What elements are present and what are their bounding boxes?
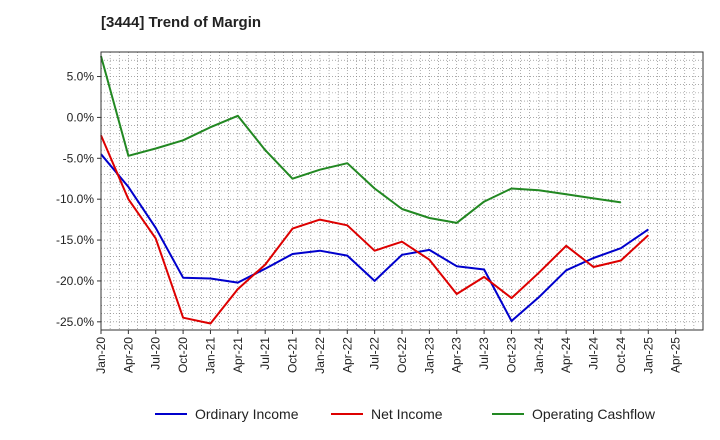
legend-label-ordinary-income: Ordinary Income bbox=[195, 406, 299, 422]
x-tick-label: Jan-20 bbox=[94, 337, 108, 374]
x-tick-label: Jan-24 bbox=[532, 337, 546, 374]
y-tick-label: 0.0% bbox=[67, 110, 95, 124]
x-tick-label: Apr-23 bbox=[450, 337, 464, 373]
y-tick-label: -25.0% bbox=[56, 315, 94, 329]
chart-title: [3444] Trend of Margin bbox=[101, 14, 262, 31]
series-line-net-income bbox=[100, 135, 649, 325]
series-lines bbox=[100, 55, 649, 325]
legend-label-operating-cashflow: Operating Cashflow bbox=[532, 406, 656, 422]
grid-lines bbox=[101, 52, 703, 330]
x-tick-label: Oct-24 bbox=[614, 337, 628, 373]
series-line-operating-cashflow bbox=[100, 55, 622, 224]
y-tick-label: -10.0% bbox=[56, 192, 94, 206]
y-tick-label: -5.0% bbox=[63, 151, 95, 165]
x-tick-label: Jan-23 bbox=[422, 337, 436, 374]
x-tick-label: Apr-22 bbox=[340, 337, 354, 373]
x-tick-label: Jul-21 bbox=[258, 337, 272, 370]
y-tick-label: -15.0% bbox=[56, 233, 94, 247]
x-tick-label: Oct-22 bbox=[395, 337, 409, 373]
x-tick-label: Jan-25 bbox=[641, 337, 655, 374]
x-tick-label: Apr-25 bbox=[669, 337, 683, 373]
series-line-ordinary-income bbox=[100, 153, 649, 322]
x-tick-label: Apr-24 bbox=[559, 337, 573, 373]
x-tick-label: Jul-23 bbox=[477, 337, 491, 370]
y-tick-label: 5.0% bbox=[67, 70, 95, 84]
x-tick-label: Jul-24 bbox=[587, 337, 601, 370]
x-axis-ticks: Jan-20 Apr-20 Jul-20 Oct-20 Jan-21 Apr-21 Jul-… bbox=[94, 330, 683, 374]
x-tick-label: Jan-22 bbox=[313, 337, 327, 374]
legend: Ordinary Income Net Income Operating Cashf… bbox=[155, 406, 656, 422]
x-tick-label: Apr-21 bbox=[231, 337, 245, 373]
y-axis-ticks: 5.0% 0.0% -5.0% -10.0% -15.0% -20.0% -25.0% bbox=[56, 70, 101, 329]
x-tick-label: Jul-22 bbox=[368, 337, 382, 370]
x-tick-label: Jul-20 bbox=[149, 337, 163, 370]
legend-label-net-income: Net Income bbox=[371, 406, 443, 422]
x-tick-label: Oct-20 bbox=[176, 337, 190, 373]
x-tick-label: Jan-21 bbox=[203, 337, 217, 374]
x-tick-label: Apr-20 bbox=[121, 337, 135, 373]
y-tick-label: -20.0% bbox=[56, 274, 94, 288]
x-tick-label: Oct-21 bbox=[286, 337, 300, 373]
x-tick-label: Oct-23 bbox=[504, 337, 518, 373]
